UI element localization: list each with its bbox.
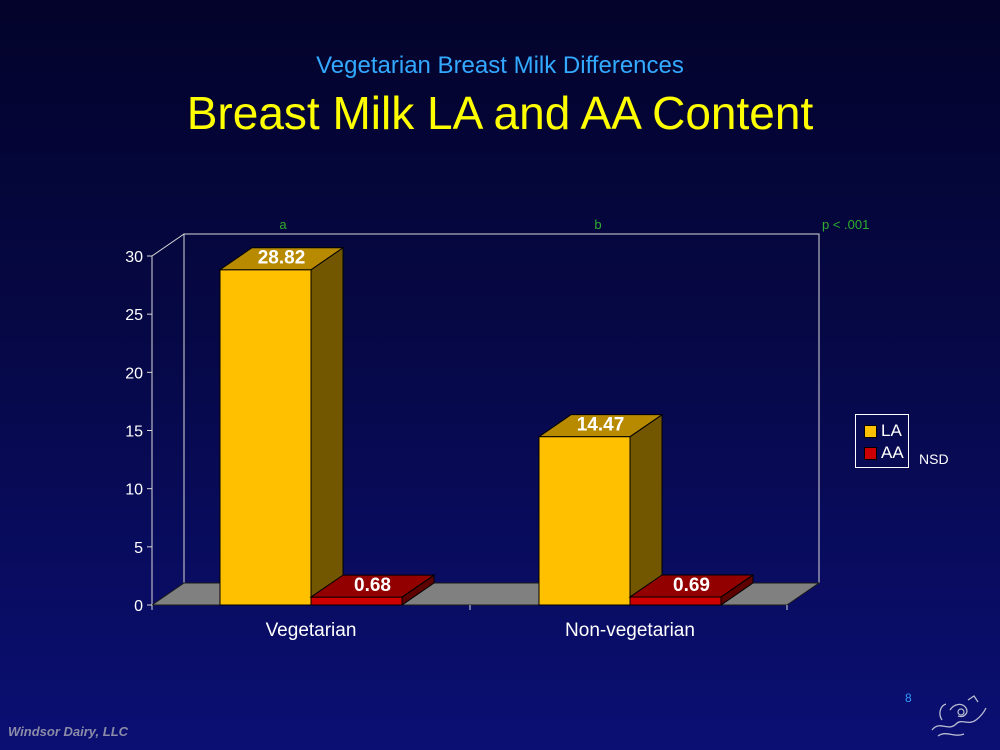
y-tick-label: 10 [125,482,143,499]
category-label: Vegetarian [266,620,357,641]
legend-swatch-aa [864,446,877,460]
slide-subtitle: Vegetarian Breast Milk Differences [316,52,684,79]
legend-label-la: LA [881,421,902,440]
bar-la-vegetarian-top [218,247,345,271]
annotation-a: a [279,217,287,232]
chart-legend: LA AA [855,414,909,468]
annotation-p-value: p < .001 [822,217,869,232]
data-label: 0.68 [354,575,391,596]
nsd-annotation: NSD [919,451,949,467]
legend-item-la: LA [864,421,902,441]
page-number: 8 [905,691,912,705]
legend-swatch-la [864,424,877,438]
data-label: 14.47 [577,415,625,436]
bar-aa-vegetarian-front [310,596,403,606]
y-tick-label: 25 [125,307,143,324]
bar-la-non-vegetarian-top [537,414,664,438]
bar-la-vegetarian-front [219,269,312,606]
category-label: Non-vegetarian [565,620,695,641]
bar-la-vegetarian-side [310,246,344,606]
y-tick-label: 20 [125,365,143,382]
bar-aa-vegetarian-top [309,574,436,598]
data-label: 28.82 [258,248,306,269]
annotation-b: b [594,217,601,232]
bar-aa-non-vegetarian-front [629,596,722,606]
company-logo-icon [931,695,987,737]
y-tick-label: 30 [125,249,143,266]
footer-company: Windsor Dairy, LLC [8,724,129,739]
data-label: 0.69 [673,575,710,596]
y-tick-label: 5 [134,540,143,557]
bar-la-non-vegetarian-side [629,413,663,606]
legend-label-aa: AA [881,443,904,462]
bar-aa-non-vegetarian-top [628,574,755,598]
slide-title: Breast Milk LA and AA Content [186,87,814,139]
y-tick-label: 15 [125,424,143,441]
legend-item-aa: AA [864,443,904,463]
chart-left-wall-edge [151,233,185,257]
y-tick-label: 0 [134,598,143,615]
bar-la-non-vegetarian-front [538,436,631,606]
